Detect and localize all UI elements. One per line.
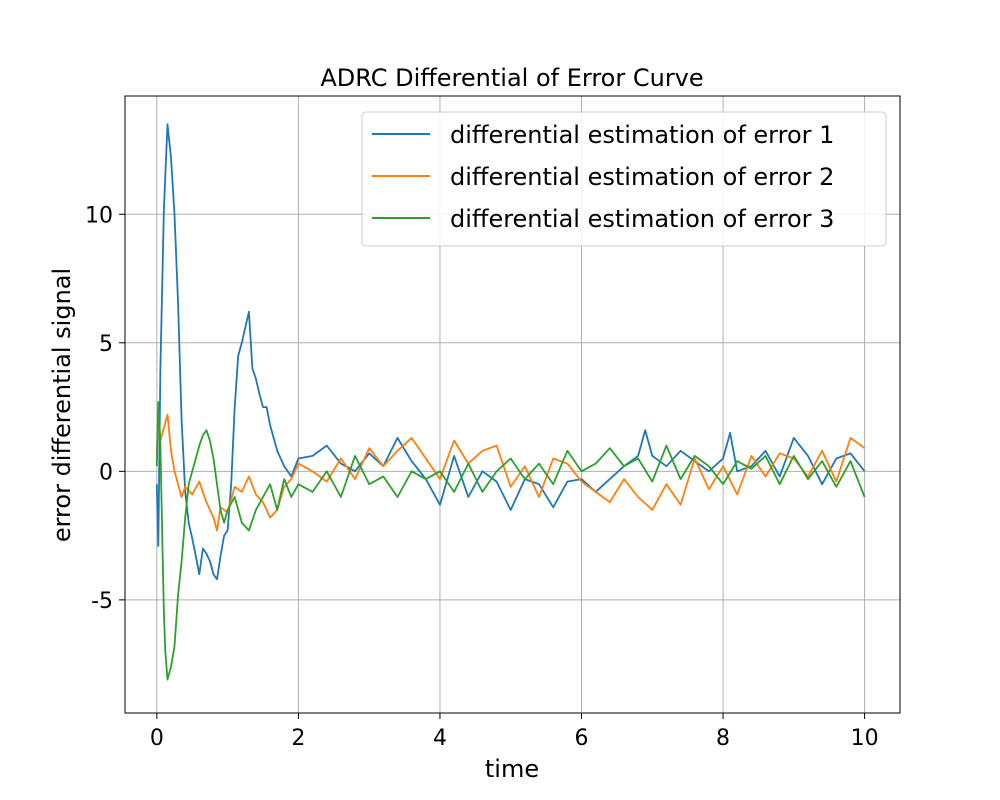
x-tick-label: 4 [433,726,447,751]
chart-title: ADRC Differential of Error Curve [320,64,703,92]
legend-label-2: differential estimation of error 2 [450,163,834,191]
series-lines [155,123,866,681]
legend-label-3: differential estimation of error 3 [450,205,834,233]
plot-frame [124,95,901,714]
x-axis-label: time [485,755,539,783]
y-tick-label: 5 [99,332,113,357]
x-tick-label: 2 [291,726,305,751]
legend-box [361,111,887,247]
y-tick-label: 10 [85,203,113,228]
y-tick-label: -5 [91,589,113,614]
series-line-2 [155,408,866,532]
x-tick-label: 6 [575,726,589,751]
x-tick-label: 10 [851,726,879,751]
x-tick-label: 8 [716,726,730,751]
legend-label-1: differential estimation of error 1 [450,121,834,149]
y-axis-label: error differential signal [48,268,76,542]
x-tick-label: 0 [150,726,164,751]
y-tick-label: 0 [99,460,113,485]
legend: differential estimation of error 1 differ… [361,111,887,247]
axis-ticks: 0 2 4 6 8 10 -5 0 5 10 [85,203,879,751]
series-line-3 [155,401,866,681]
